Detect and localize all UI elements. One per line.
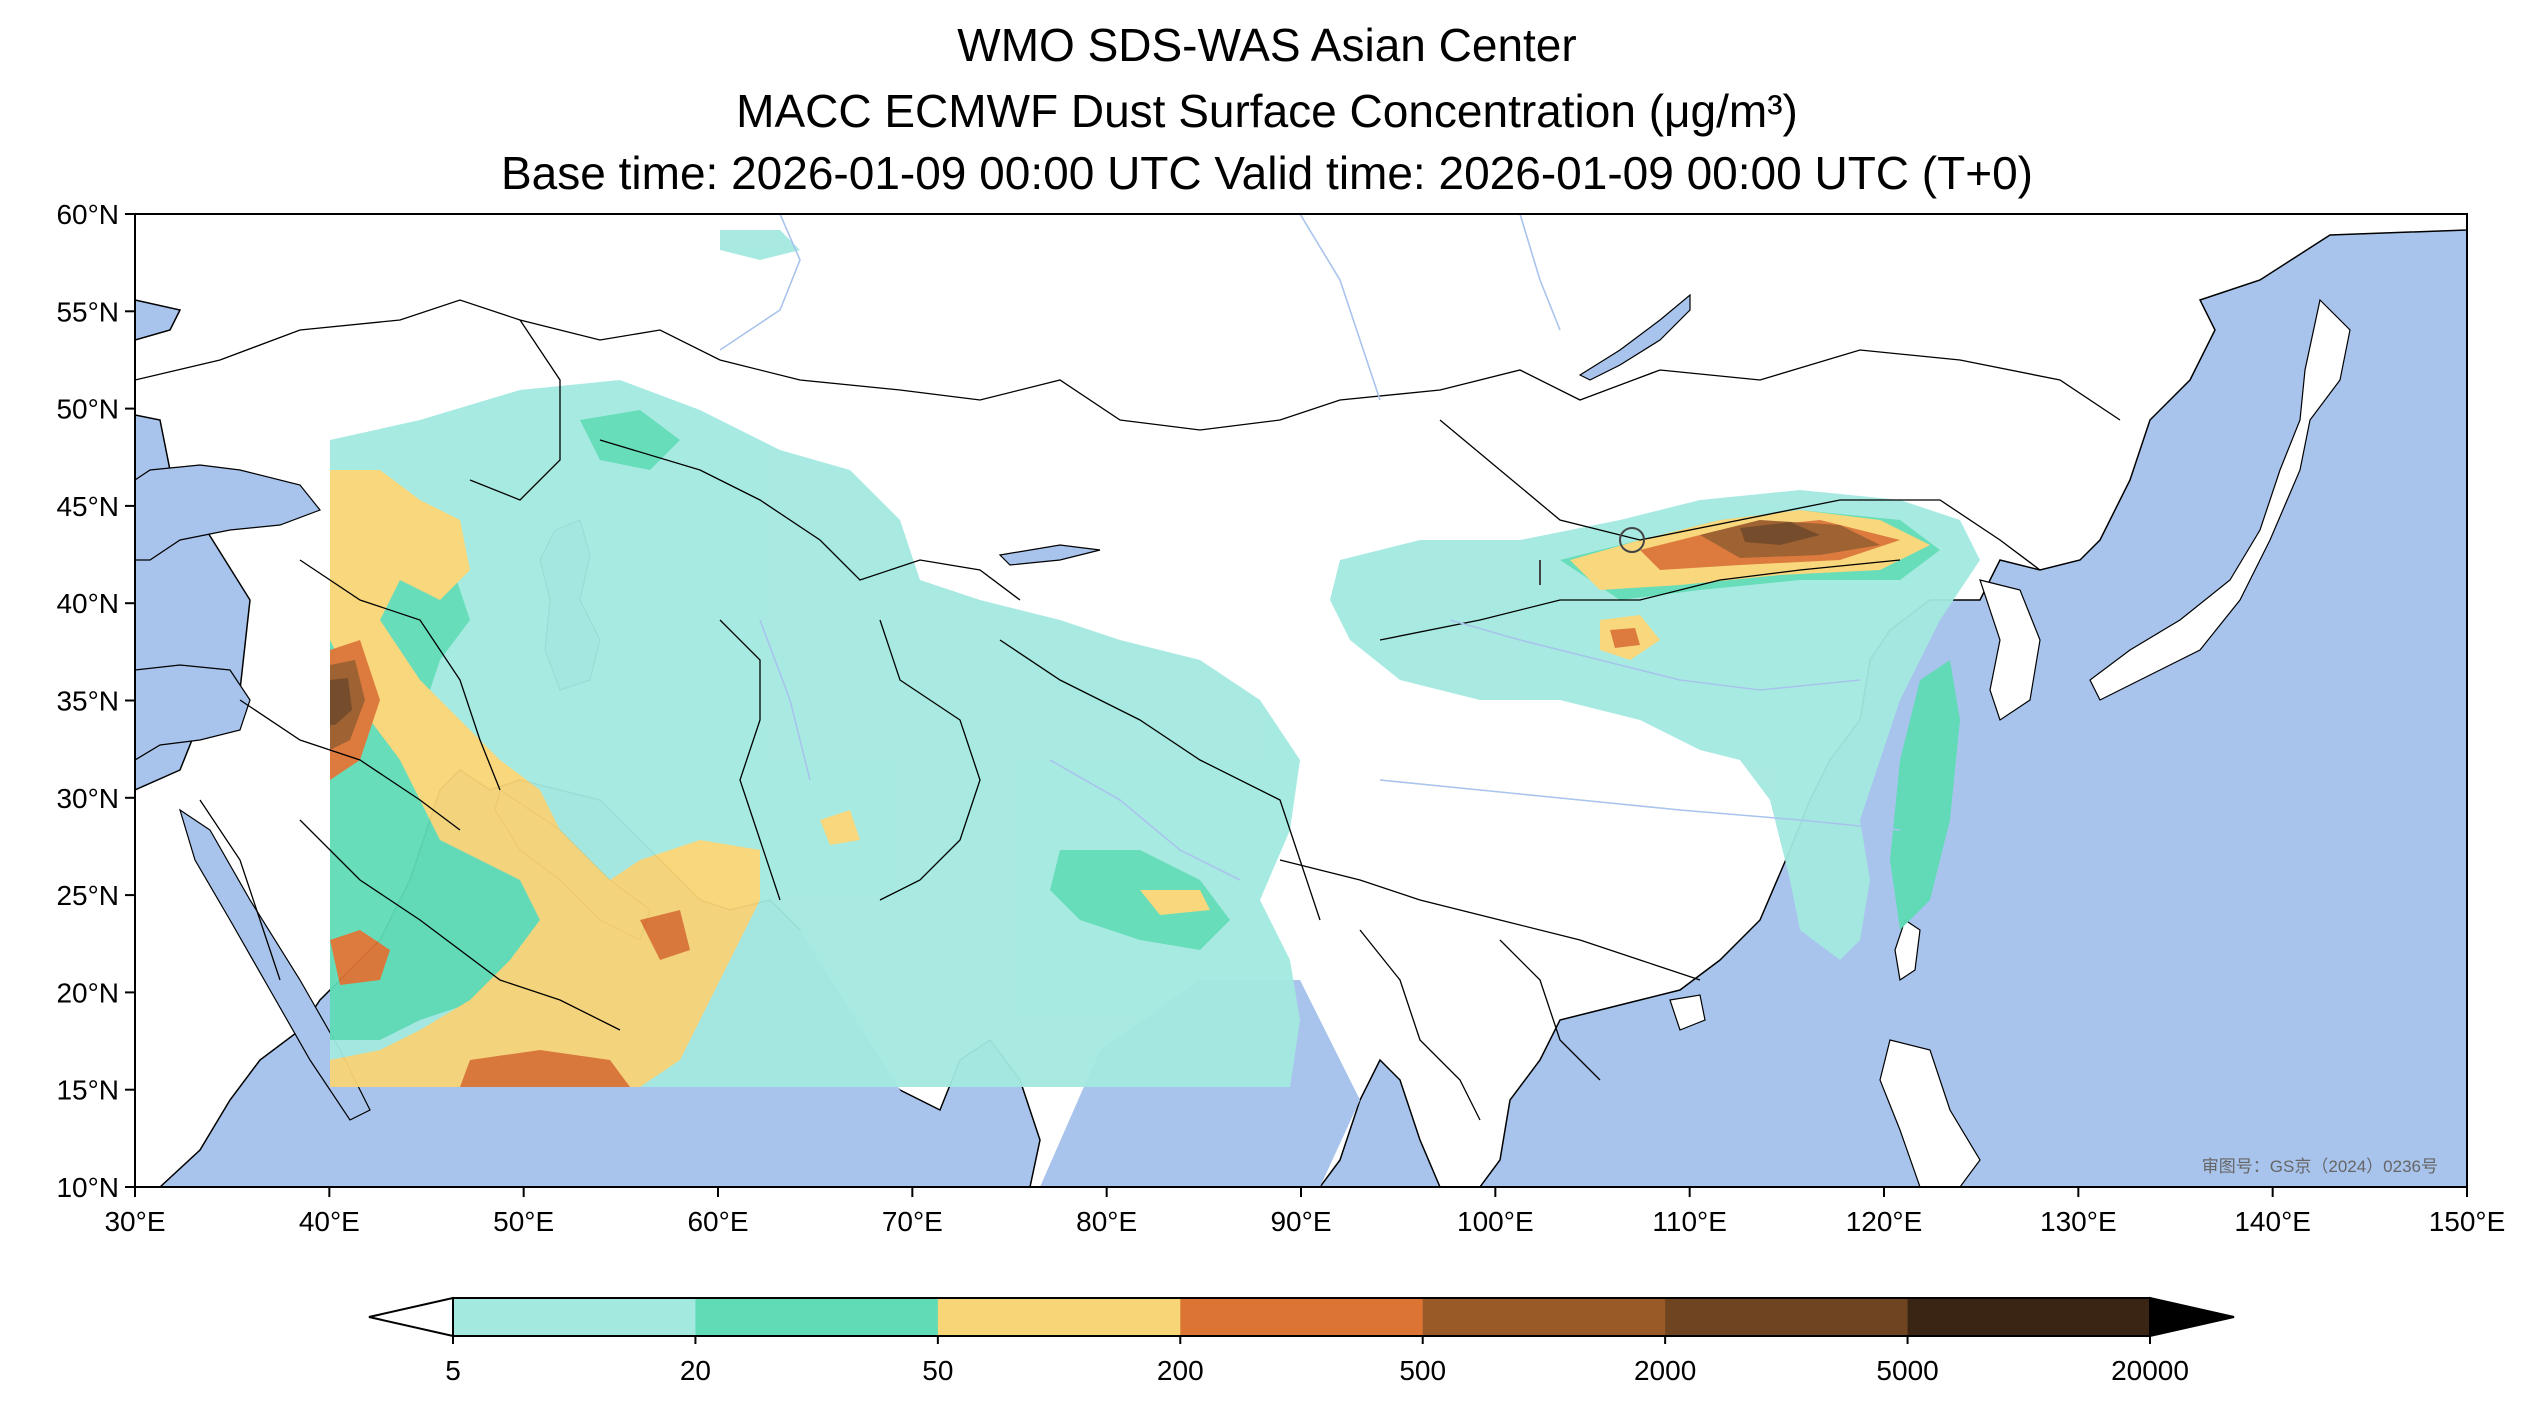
philippines-land [1879, 1039, 1981, 1187]
korea-land [1979, 579, 2041, 721]
y-tick-label: 55°N [56, 296, 119, 327]
dust-field [330, 230, 1980, 1087]
x-tick-label: 110°E [1652, 1206, 1727, 1237]
x-tick-label: 140°E [2234, 1206, 2311, 1237]
x-tick-label: 100°E [1457, 1206, 1534, 1237]
y-tick-label: 35°N [56, 686, 119, 717]
x-tick-label: 130°E [2040, 1206, 2117, 1237]
lake-baikal [1578, 293, 1691, 381]
x-tick-label: 40°E [299, 1206, 360, 1237]
colorbar: 5 20 50 200 500 2000 5000 20000 [368, 1296, 2235, 1386]
x-tick-label: 60°E [687, 1206, 748, 1237]
colorbar-level-label: 5000 [1876, 1355, 1938, 1386]
map-plot-area: 审图号：GS京（2024）0236号 [135, 214, 2467, 1187]
y-tick-label: 25°N [56, 880, 119, 911]
black-sea [135, 464, 321, 561]
x-tick-label: 70°E [882, 1206, 943, 1237]
y-tick-label: 10°N [56, 1172, 119, 1203]
x-tick-label: 150°E [2429, 1206, 2506, 1237]
colorbar-level-label: 2000 [1634, 1355, 1696, 1386]
rivers [719, 214, 1901, 881]
y-tick-label: 50°N [56, 394, 119, 425]
y-axis-ticks: 10°N 15°N 20°N 25°N 30°N 35°N 40°N 45°N 50°N 55°N… [56, 199, 135, 1203]
colorbar-segment [1180, 1298, 1424, 1336]
y-tick-label: 20°N [56, 977, 119, 1008]
colorbar-segment [695, 1298, 939, 1336]
hainan-land [1669, 994, 1706, 1031]
colorbar-level-label: 20 [680, 1355, 711, 1386]
taiwan-land [1894, 919, 1921, 982]
colorbar-level-label: 20000 [2111, 1355, 2189, 1386]
x-axis-ticks: 30°E 40°E 50°E 60°E 70°E 80°E 90°E 100°E 110°E 12… [104, 1187, 2505, 1237]
y-tick-label: 60°N [56, 199, 119, 230]
colorbar-segment [1422, 1298, 1666, 1336]
colorbar-level-label: 500 [1399, 1355, 1446, 1386]
title-line-1: WMO SDS-WAS Asian Center [957, 19, 1577, 71]
x-tick-label: 90°E [1270, 1206, 1331, 1237]
y-tick-label: 15°N [56, 1075, 119, 1106]
station-markers [1539, 527, 1645, 585]
colorbar-segment [453, 1298, 696, 1336]
colorbar-extend-high [2149, 1296, 2235, 1338]
x-tick-label: 50°E [493, 1206, 554, 1237]
colorbar-extend-low [368, 1296, 454, 1338]
colorbar-level-label: 200 [1157, 1355, 1204, 1386]
y-tick-label: 30°N [56, 783, 119, 814]
x-tick-label: 80°E [1076, 1206, 1137, 1237]
y-tick-label: 45°N [56, 491, 119, 522]
approval-number: 审图号：GS京（2024）0236号 [2202, 1157, 2438, 1176]
colorbar-level-label: 50 [922, 1355, 953, 1386]
colorbar-segment [1907, 1298, 2151, 1336]
y-tick-label: 40°N [56, 588, 119, 619]
x-tick-label: 30°E [104, 1206, 165, 1237]
balkhash-lake [998, 544, 1101, 566]
colorbar-segment [937, 1298, 1181, 1336]
x-tick-label: 120°E [1846, 1206, 1923, 1237]
country-borders [135, 299, 2121, 1121]
colorbar-level-label: 5 [445, 1355, 461, 1386]
japan-land [2089, 298, 2351, 701]
mediterranean-sea [135, 664, 251, 761]
colorbar-segment [1665, 1298, 1909, 1336]
title-line-3: Base time: 2026-01-09 00:00 UTC Valid ti… [501, 147, 2033, 199]
colorbar-frame [452, 1297, 2151, 1337]
title-line-2: MACC ECMWF Dust Surface Concentration (μ… [736, 85, 1798, 137]
station-marker-1 [1619, 527, 1645, 553]
